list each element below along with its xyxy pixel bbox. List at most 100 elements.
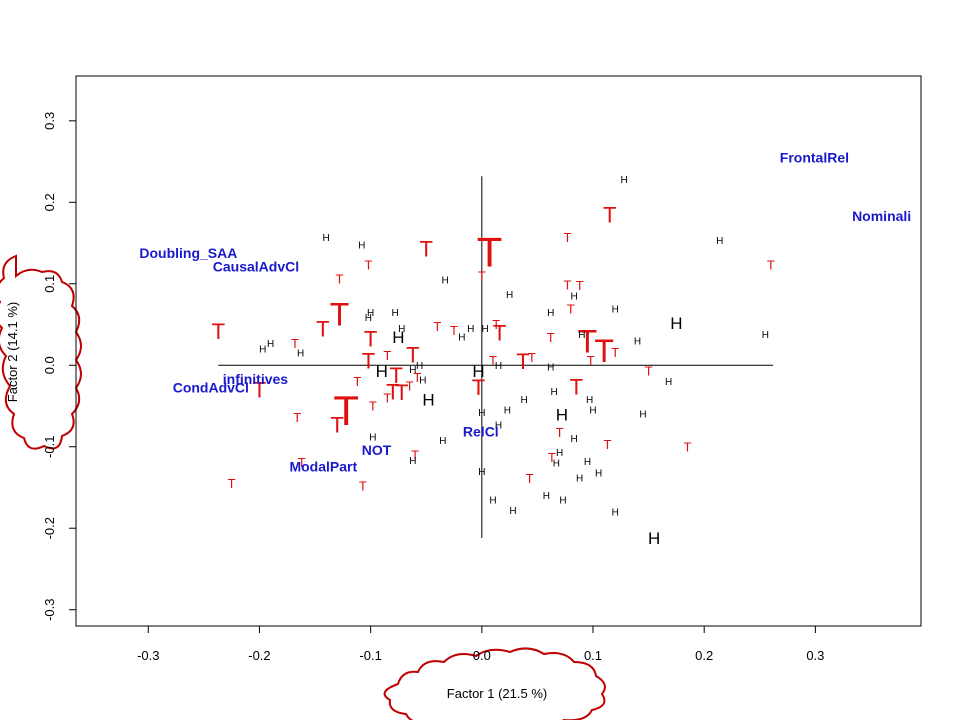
point-h: H bbox=[442, 275, 449, 286]
point-h: H bbox=[409, 365, 416, 376]
point-t: T bbox=[369, 399, 377, 414]
point-h: H bbox=[467, 324, 474, 335]
point-t: T bbox=[603, 202, 616, 227]
point-h: H bbox=[422, 391, 434, 410]
point-h: H bbox=[639, 410, 646, 421]
point-t: T bbox=[547, 330, 555, 345]
x-tick-label: 0.2 bbox=[695, 648, 713, 663]
point-t: T bbox=[570, 374, 583, 399]
x-axis-label: Factor 1 (21.5 %) bbox=[447, 686, 547, 701]
point-h: H bbox=[419, 376, 426, 387]
point-h: H bbox=[547, 362, 554, 373]
point-h: H bbox=[553, 459, 560, 470]
x-tick-label: -0.1 bbox=[359, 648, 381, 663]
point-t: T bbox=[413, 370, 421, 385]
point-t: T bbox=[383, 391, 391, 406]
variable-label: RelCl bbox=[463, 423, 499, 439]
point-h: H bbox=[570, 292, 577, 303]
x-axis-ticks: -0.3 -0.2 -0.1 0.0 0.1 0.2 0.3 bbox=[137, 626, 824, 663]
point-h: H bbox=[392, 328, 404, 347]
point-h: H bbox=[716, 236, 723, 247]
xlabel-cloud bbox=[383, 647, 606, 720]
point-h: H bbox=[323, 233, 330, 244]
point-t: T bbox=[767, 258, 775, 273]
point-h: H bbox=[478, 467, 485, 478]
variable-label: ModalPart bbox=[289, 458, 357, 474]
point-t: T bbox=[563, 230, 571, 245]
point-t: T bbox=[567, 302, 575, 317]
y-axis-ticks: -0.3 -0.2 -0.1 0.0 0.1 0.2 0.3 bbox=[42, 112, 76, 621]
point-t: T bbox=[493, 321, 506, 346]
point-h: H bbox=[495, 420, 502, 431]
point-h: H bbox=[369, 433, 376, 444]
y-tick-label: -0.3 bbox=[42, 599, 57, 621]
x-tick-label: -0.2 bbox=[248, 648, 270, 663]
point-h: H bbox=[621, 175, 628, 186]
point-t: T bbox=[611, 345, 619, 360]
point-t: T bbox=[450, 323, 458, 338]
variable-label: NOT bbox=[362, 442, 392, 458]
point-h: H bbox=[634, 336, 641, 347]
point-h: H bbox=[612, 305, 619, 316]
point-t: T bbox=[492, 317, 500, 332]
point-h: H bbox=[543, 491, 550, 502]
point-h: H bbox=[576, 473, 583, 484]
point-t: T bbox=[330, 296, 350, 332]
point-t: T bbox=[526, 471, 534, 486]
point-h: H bbox=[584, 457, 591, 468]
y-tick-label: 0.2 bbox=[42, 193, 57, 211]
point-h: H bbox=[458, 332, 465, 343]
point-t: T bbox=[364, 258, 372, 273]
point-h: H bbox=[589, 406, 596, 417]
point-t: T bbox=[291, 336, 299, 351]
point-h: H bbox=[586, 395, 593, 406]
point-t: T bbox=[364, 326, 377, 351]
point-h: H bbox=[376, 362, 388, 381]
point-h: H bbox=[409, 456, 416, 467]
point-t: T bbox=[336, 272, 344, 287]
point-h: H bbox=[472, 362, 484, 381]
point-t: T bbox=[316, 317, 329, 342]
point-t: T bbox=[333, 387, 359, 434]
reference-lines bbox=[218, 176, 774, 538]
point-t: T bbox=[528, 350, 536, 365]
point-t: T bbox=[406, 378, 414, 393]
point-h: H bbox=[665, 377, 672, 388]
point-t: T bbox=[563, 277, 571, 292]
point-t: T bbox=[556, 425, 564, 440]
point-t: T bbox=[298, 455, 306, 470]
point-t: T bbox=[516, 349, 529, 374]
point-t: T bbox=[684, 439, 692, 454]
point-h: H bbox=[578, 330, 585, 341]
point-t: T bbox=[548, 450, 556, 465]
point-t: T bbox=[472, 375, 485, 400]
point-t: T bbox=[433, 319, 441, 334]
point-h: H bbox=[570, 434, 577, 445]
point-h: H bbox=[398, 324, 405, 335]
point-h: H bbox=[489, 495, 496, 506]
point-t: T bbox=[383, 348, 391, 363]
point-h: H bbox=[556, 448, 563, 459]
point-h: H bbox=[365, 313, 372, 324]
y-tick-label: 0.1 bbox=[42, 275, 57, 293]
point-h: H bbox=[439, 436, 446, 447]
variable-label: CondAdvCl bbox=[173, 379, 249, 395]
point-t: T bbox=[386, 379, 399, 404]
point-t: T bbox=[406, 343, 419, 368]
point-h: H bbox=[612, 508, 619, 519]
point-h: H bbox=[670, 314, 682, 333]
point-t: T bbox=[587, 353, 595, 368]
point-t: T bbox=[293, 410, 301, 425]
point-h: H bbox=[358, 240, 365, 251]
point-h: H bbox=[391, 308, 398, 319]
y-tick-label: 0.0 bbox=[42, 356, 57, 374]
point-h: H bbox=[550, 387, 557, 398]
variable-label: FrontalRel bbox=[780, 149, 849, 165]
point-h: H bbox=[482, 324, 489, 335]
variable-label: Nominali bbox=[852, 208, 911, 224]
point-t: T bbox=[362, 348, 375, 373]
point-h: H bbox=[495, 361, 502, 372]
x-tick-label: -0.3 bbox=[137, 648, 159, 663]
point-h: H bbox=[648, 529, 660, 548]
y-tick-label: 0.3 bbox=[42, 112, 57, 130]
